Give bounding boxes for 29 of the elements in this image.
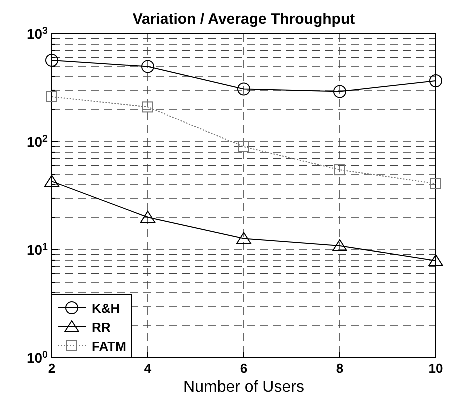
y-tick-label: 10$^{2}$ [26, 134, 49, 150]
point [142, 102, 154, 113]
point [44, 175, 60, 188]
point [238, 141, 250, 152]
x-tick-label: 10 [428, 361, 444, 376]
y-tick-label: 10$^{0}$ [26, 350, 49, 366]
y-tick-label: 10$^{1}$ [26, 242, 49, 258]
point [430, 74, 442, 88]
x-tick-label: 6 [240, 361, 248, 376]
point [142, 60, 154, 74]
point [430, 178, 442, 190]
x-tick-label: 4 [144, 361, 152, 376]
legend-label: FATM [92, 339, 126, 354]
point [46, 54, 58, 68]
legend-label: RR [92, 320, 112, 335]
point [46, 92, 58, 103]
point [236, 232, 252, 244]
point [332, 239, 348, 252]
point [428, 254, 444, 267]
point [238, 82, 250, 96]
point [334, 164, 346, 176]
x-tick-label: 8 [336, 361, 344, 376]
x-tick-label: 2 [48, 361, 56, 376]
y-tick-label: 10$^{3}$ [26, 26, 49, 42]
legend-label: K&H [92, 301, 120, 316]
point [334, 85, 346, 98]
chart-title: Variation / Average Throughput [132, 11, 356, 28]
point [140, 210, 156, 223]
x-axis-title: Number of Users [184, 379, 304, 396]
